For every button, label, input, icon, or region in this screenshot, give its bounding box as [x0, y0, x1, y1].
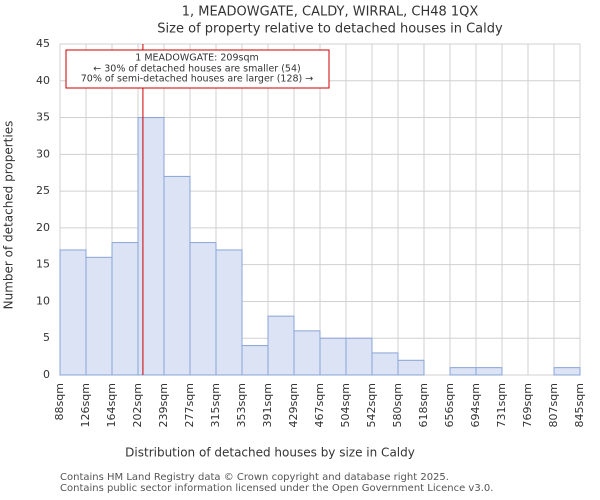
chart-subtitle: Size of property relative to detached ho…	[157, 22, 503, 37]
x-tick-label: 618sqm	[417, 383, 430, 427]
y-tick-label: 10	[36, 294, 50, 307]
x-tick-label: 315sqm	[209, 383, 222, 427]
y-axis-label: Number of detached properties	[2, 121, 16, 310]
annotation-line-3: 70% of semi-detached houses are larger (…	[81, 74, 314, 85]
y-tick-label: 0	[43, 368, 50, 381]
x-tick-label: 542sqm	[365, 383, 378, 427]
histogram-bar	[59, 249, 87, 376]
chart-title: 1, MEADOWGATE, CALDY, WIRRAL, CH48 1QX	[182, 5, 479, 20]
histogram-bar	[345, 337, 373, 376]
annotation-box: 1 MEADOWGATE: 209sqm ← 30% of detached h…	[65, 49, 330, 89]
x-tick-label: 202sqm	[131, 383, 144, 427]
x-tick-label: 391sqm	[261, 383, 274, 427]
x-tick-label: 467sqm	[313, 383, 326, 427]
histogram-bar	[553, 367, 581, 376]
y-tick-label: 35	[36, 111, 50, 124]
histogram-bar	[137, 117, 165, 376]
x-tick-label: 504sqm	[339, 383, 352, 427]
x-tick-label: 656sqm	[443, 383, 456, 427]
y-tick-label: 25	[36, 184, 50, 197]
y-axis-ticks: 0 5 10 15 20 25 30 35 40 45	[36, 37, 50, 381]
histogram-bar	[267, 315, 295, 376]
y-tick-label: 15	[36, 258, 50, 271]
y-tick-label: 20	[36, 221, 50, 234]
histogram-bar	[449, 367, 477, 376]
x-tick-label: 353sqm	[235, 383, 248, 427]
x-tick-label: 164sqm	[105, 383, 118, 427]
x-tick-label: 429sqm	[287, 383, 300, 427]
x-tick-label: 694sqm	[469, 383, 482, 427]
histogram-bar	[215, 249, 243, 376]
x-axis-ticks: 88sqm 126sqm 164sqm 202sqm 239sqm 277sqm 315sq…	[53, 383, 586, 427]
histogram-bar	[189, 242, 217, 376]
annotation-line-1: 1 MEADOWGATE: 209sqm	[135, 53, 258, 64]
footer-line-1: Contains HM Land Registry data © Crown c…	[60, 472, 449, 483]
x-tick-label: 88sqm	[53, 383, 66, 420]
y-tick-label: 45	[36, 37, 50, 50]
histogram-bar	[111, 242, 139, 376]
x-tick-label: 731sqm	[495, 383, 508, 427]
x-tick-label: 239sqm	[157, 383, 170, 427]
y-tick-label: 5	[43, 331, 50, 344]
histogram-bar	[475, 367, 503, 376]
x-tick-label: 126sqm	[79, 383, 92, 427]
histogram-bar	[163, 175, 191, 376]
x-axis-label: Distribution of detached houses by size …	[125, 446, 415, 460]
y-tick-label: 30	[36, 147, 50, 160]
annotation-line-2: ← 30% of detached houses are smaller (54…	[93, 64, 300, 75]
footer-line-2: Contains public sector information licen…	[60, 483, 494, 494]
histogram-bar	[85, 256, 113, 376]
histogram-bar	[397, 359, 425, 376]
x-tick-label: 769sqm	[521, 383, 534, 427]
x-tick-label: 580sqm	[391, 383, 404, 427]
histogram-bar	[371, 352, 399, 376]
x-tick-label: 845sqm	[573, 383, 586, 427]
histogram-bar	[319, 337, 347, 376]
bars-group	[59, 117, 581, 376]
histogram-bar	[241, 345, 269, 376]
y-tick-label: 40	[36, 74, 50, 87]
histogram-bar	[293, 330, 321, 376]
x-tick-label: 807sqm	[547, 383, 560, 427]
x-tick-label: 277sqm	[183, 383, 196, 427]
